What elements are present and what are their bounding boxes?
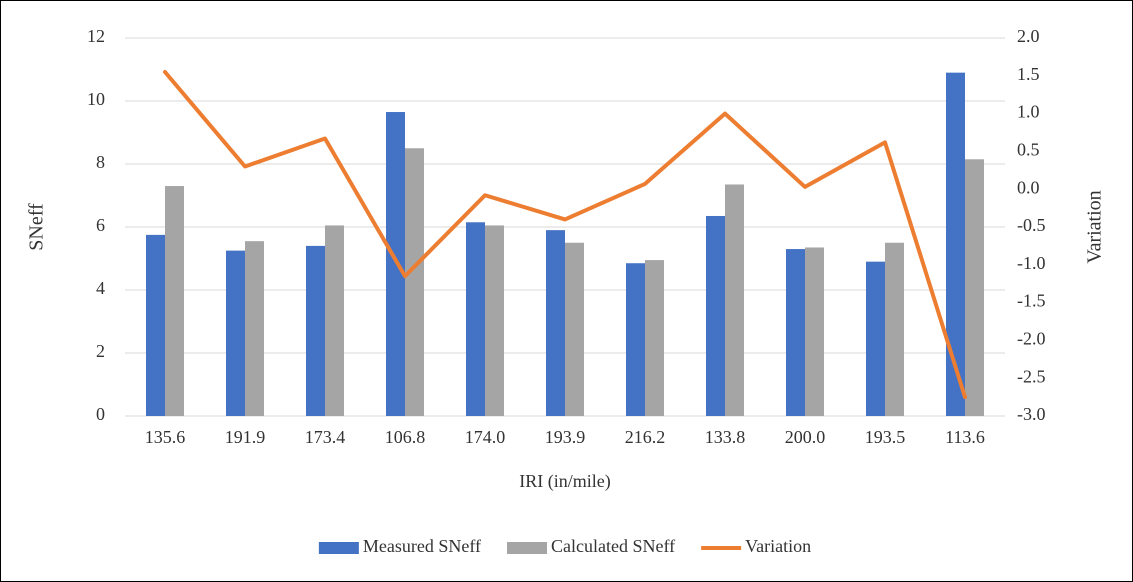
legend-swatch [507,542,548,554]
x-tick-label: 216.2 [625,427,666,447]
y-tick-label: 10 [87,89,105,109]
y-tick-label: 8 [96,152,105,172]
bar [866,261,885,416]
y2-tick-label: -1.5 [1017,291,1046,311]
legend-label: Measured SNeff [363,536,481,556]
y2-tick-label: -1.0 [1017,253,1046,273]
legend-item: Measured SNeff [318,536,481,556]
x-tick-label: 193.9 [545,427,586,447]
x-tick-label: 113.6 [945,427,985,447]
y-tick-label: 0 [96,404,105,424]
bar [306,245,325,416]
bar [626,263,645,416]
bar [565,242,584,416]
bar [786,249,805,416]
bar [245,241,264,416]
y2-tick-label: 1.0 [1017,102,1040,122]
x-tick-label: 191.9 [225,427,266,447]
y2-tick-label: -2.0 [1017,329,1046,349]
y-tick-label: 4 [96,278,105,298]
y2-tick-label: 1.5 [1017,64,1040,84]
bar [405,148,424,416]
x-tick-label: 133.8 [705,427,746,447]
bar [645,260,664,416]
y-tick-label: 12 [87,26,105,46]
y-axis-title: SNeff [26,203,48,251]
legend-item: Calculated SNeff [507,536,675,556]
y2-tick-label: 0.5 [1017,140,1040,160]
legend-swatch [318,542,359,554]
legend-item: Variation [701,536,811,556]
bar [466,222,485,416]
x-tick-label: 106.8 [385,427,426,447]
x-tick-label: 173.4 [305,427,346,447]
bar [485,225,504,416]
y2-axis-title: Variation [1084,190,1106,263]
bar [725,184,744,416]
x-tick-label: 174.0 [465,427,506,447]
line [163,70,967,400]
y2-tick-label: 0.0 [1017,177,1040,197]
x-tick-label: 135.6 [145,427,186,447]
y-tick-label: 2 [96,341,105,361]
legend-label: Variation [745,536,811,556]
legend-label: Calculated SNeff [551,536,675,556]
bar [805,247,824,416]
bar [146,234,165,416]
bar [706,215,725,416]
bar [325,225,344,416]
bar [965,159,984,416]
bar [546,230,565,416]
bar [946,72,965,417]
x-axis-title: IRI (in/mile) [519,471,610,492]
y-tick-label: 6 [96,215,105,235]
y2-tick-label: -2.5 [1017,366,1046,386]
bar [165,186,184,416]
x-tick-label: 193.5 [865,427,906,447]
y2-tick-label: 2.0 [1017,26,1040,46]
bar [386,112,405,417]
y2-tick-label: -0.5 [1017,215,1046,235]
bar [885,242,904,416]
x-tick-label: 200.0 [785,427,826,447]
bar [226,250,245,416]
y2-tick-label: -3.0 [1017,404,1046,424]
